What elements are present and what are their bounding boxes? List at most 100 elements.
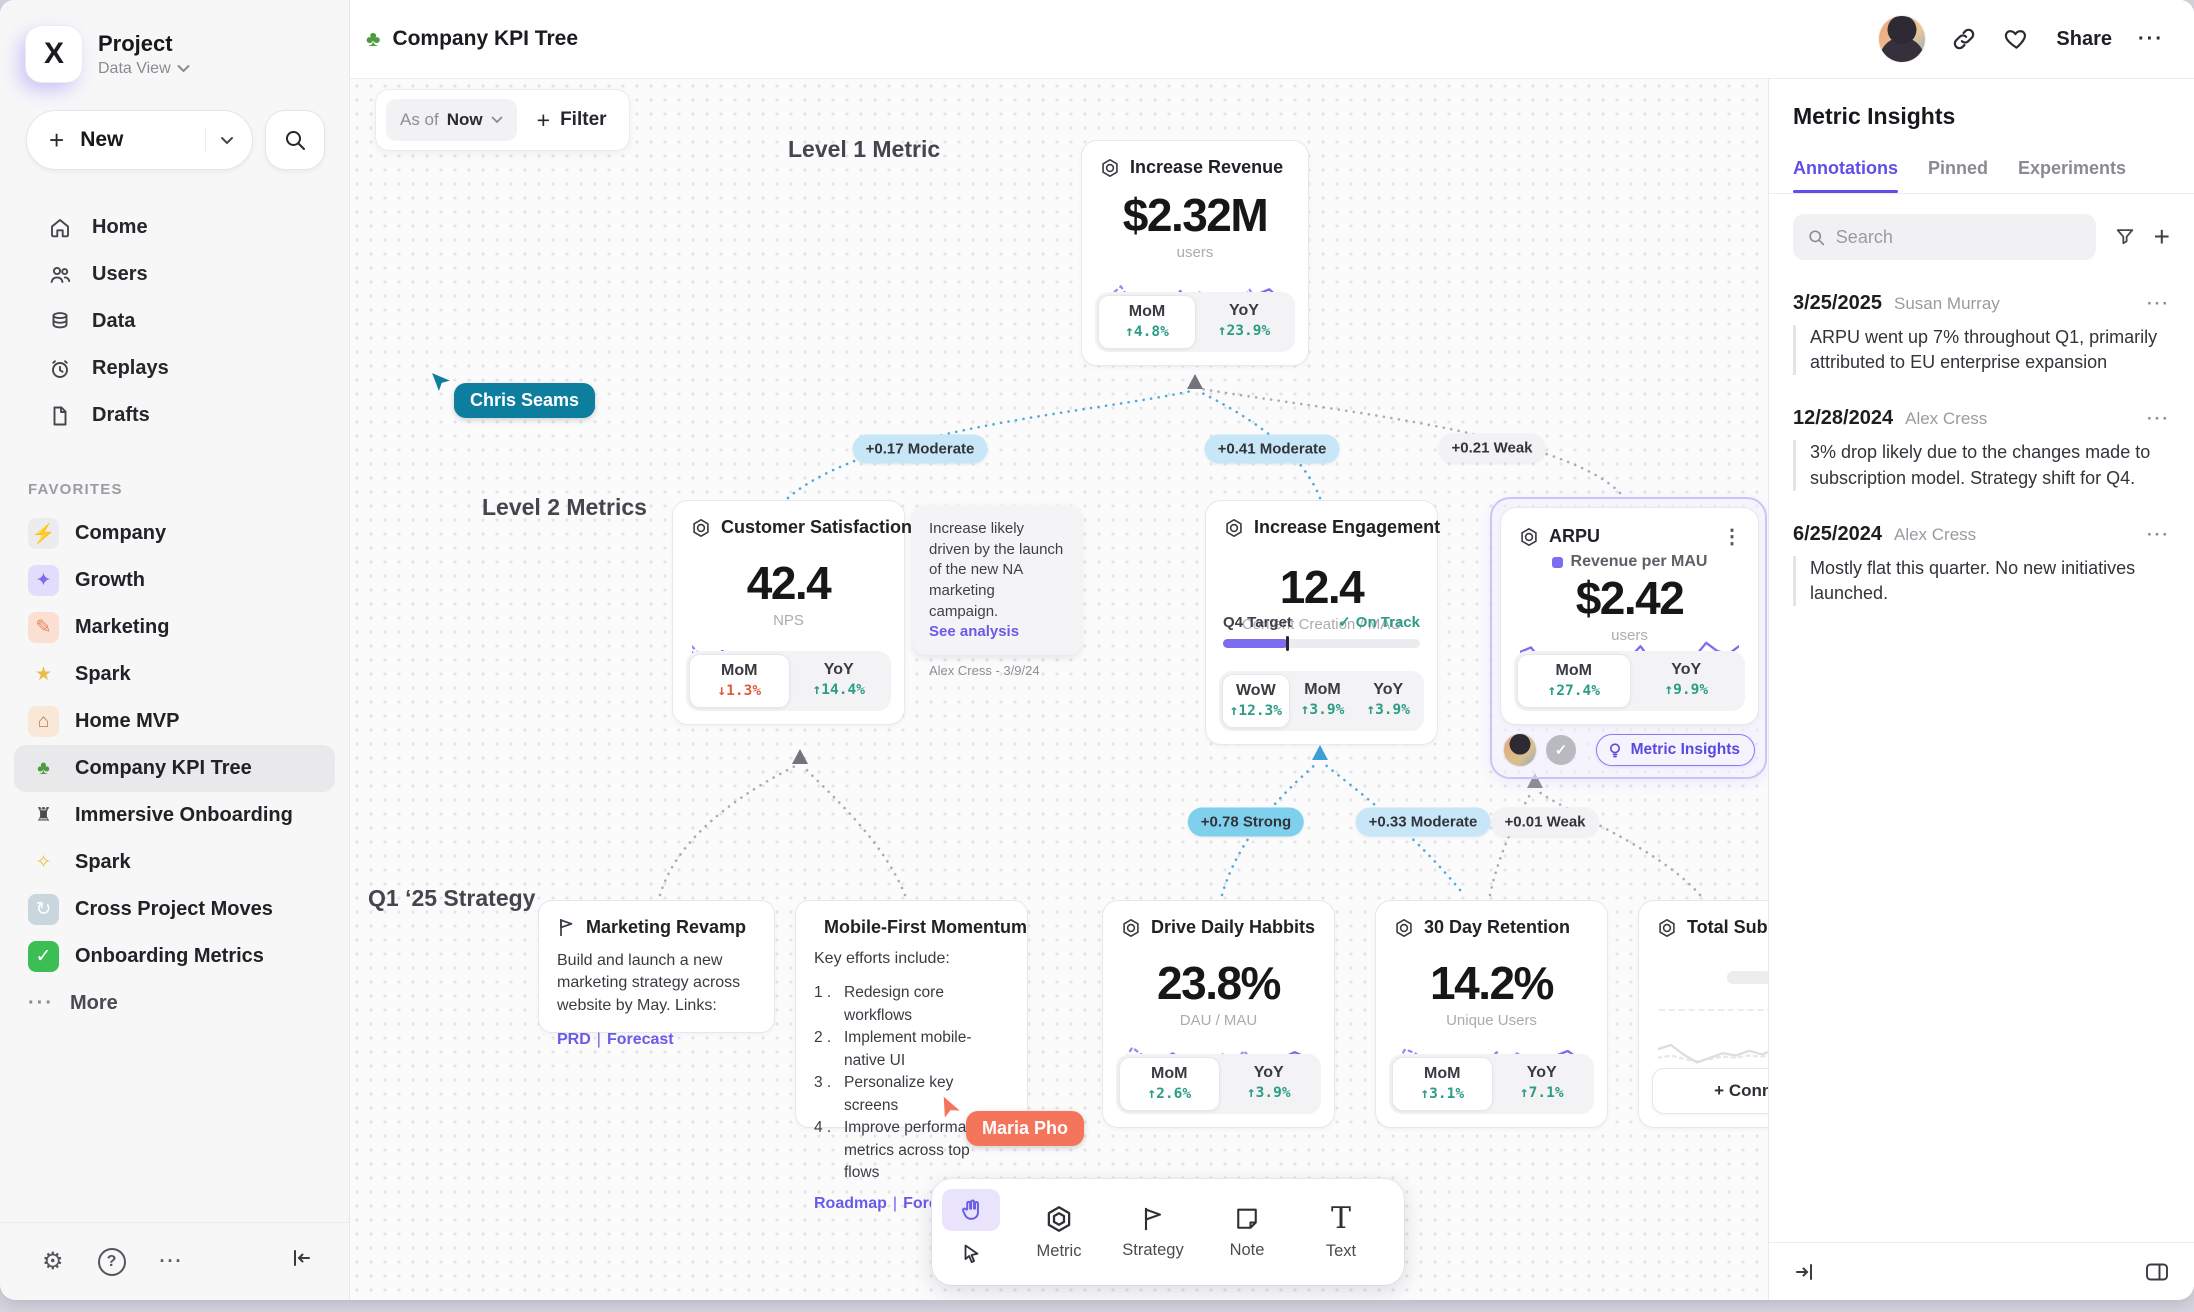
annotation-search[interactable] xyxy=(1793,214,2096,260)
metric-value: 14.2% xyxy=(1430,957,1554,1009)
stat-mom[interactable]: MoM ↑27.4% xyxy=(1517,654,1631,708)
metric-card-total-subscriptions[interactable]: Total Subscriptions + Connect xyxy=(1638,900,1768,1128)
prd-link[interactable]: PRD xyxy=(557,1031,591,1049)
connect-button[interactable]: + Connect xyxy=(1652,1068,1768,1114)
favorite-heart-icon[interactable] xyxy=(2003,26,2030,52)
metric-card-arpu[interactable]: ARPU ⋮ Revenue per MAU $2.42 users MoM ↑… xyxy=(1500,507,1759,725)
sidebar-item-drafts[interactable]: Drafts xyxy=(0,392,349,439)
edge-label[interactable]: +0.21 Weak xyxy=(1438,433,1546,463)
sidebar-item-cross-project-moves[interactable]: ↻ Cross Project Moves xyxy=(14,886,335,933)
stat-mom[interactable]: MoM ↓1.3% xyxy=(689,654,790,708)
metric-card-customer-satisfaction[interactable]: Customer Satisfaction 42.4 NPS MoM ↓1.3%… xyxy=(672,500,912,725)
search-input[interactable] xyxy=(1835,226,2082,248)
kpi-tree-canvas[interactable]: As of Now + Filter Level 1 Metric Level … xyxy=(350,79,1768,1300)
sidebar-item-home[interactable]: Home xyxy=(0,204,349,251)
annotation-menu-icon[interactable]: ··· xyxy=(2147,294,2170,313)
sidebar-item-replays[interactable]: Replays xyxy=(0,345,349,392)
metric-card-increase-engagement[interactable]: Increase Engagement 12.4 Content Creatio… xyxy=(1205,500,1440,745)
collapse-sidebar-icon[interactable] xyxy=(289,1246,313,1277)
settings-gear-icon[interactable]: ⚙ xyxy=(42,1248,64,1275)
stat-yoy[interactable]: YoY ↑3.9% xyxy=(1246,1064,1291,1101)
view-selector[interactable]: Data View xyxy=(98,60,190,78)
sidebar-item-onboarding-metrics[interactable]: ✓ Onboarding Metrics xyxy=(14,933,335,980)
copy-link-icon[interactable] xyxy=(1951,26,1977,52)
metric-card-arpu-selected[interactable]: ARPU ⋮ Revenue per MAU $2.42 users MoM ↑… xyxy=(1490,497,1767,779)
note-tool-icon xyxy=(1237,1208,1257,1229)
tool-text[interactable]: T Text xyxy=(1325,1200,1357,1260)
strategy-card-marketing-revamp[interactable]: Marketing Revamp Build and launch a new … xyxy=(538,900,775,1048)
add-annotation-icon[interactable]: + xyxy=(2153,221,2170,252)
edge-label[interactable]: +0.78 Strong xyxy=(1187,807,1305,837)
pan-hand-tool[interactable] xyxy=(942,1189,1000,1231)
annotation-item[interactable]: 3/25/2025 Susan Murray ··· ARPU went up … xyxy=(1793,292,2170,376)
stat-mom[interactable]: MoM ↑4.8% xyxy=(1098,295,1196,349)
roadmap-link[interactable]: Roadmap xyxy=(814,1194,887,1212)
user-avatar[interactable] xyxy=(1879,16,1926,62)
annotation-item[interactable]: 12/28/2024 Alex Cress ··· 3% drop likely… xyxy=(1793,407,2170,491)
train-icon: ♜ xyxy=(34,805,53,826)
stat-wow[interactable]: WoW ↑12.3% xyxy=(1222,674,1290,728)
stat-yoy[interactable]: YoY ↑23.9% xyxy=(1217,302,1271,339)
sidebar-item-immersive-onboarding[interactable]: ♜ Immersive Onboarding xyxy=(14,792,335,839)
search-button[interactable] xyxy=(265,110,325,170)
filter-funnel-icon[interactable] xyxy=(2114,226,2136,248)
chevron-down-icon[interactable] xyxy=(220,136,234,145)
edge-label[interactable]: +0.33 Moderate xyxy=(1355,807,1491,837)
stats-row: MoM ↑4.8% YoY ↑23.9% xyxy=(1095,292,1295,352)
stat-mom[interactable]: MoM ↑2.6% xyxy=(1119,1057,1220,1111)
sidebar-item-company-kpi-tree[interactable]: ♣ Company KPI Tree xyxy=(14,745,335,792)
sidebar-item-data[interactable]: Data xyxy=(0,298,349,345)
edge-label[interactable]: +0.01 Weak xyxy=(1491,807,1599,837)
project-switcher[interactable]: X Project Data View xyxy=(0,0,349,92)
more-options-icon[interactable]: ··· xyxy=(159,1251,184,1271)
stat-mom[interactable]: MoM ↑3.1% xyxy=(1392,1057,1493,1111)
forecast-link[interactable]: Forecast xyxy=(606,1031,674,1049)
annotation-menu-icon[interactable]: ··· xyxy=(2147,409,2170,429)
share-button[interactable]: Share xyxy=(2056,27,2113,50)
sidebar-item-spark-2[interactable]: ✧ Spark xyxy=(14,839,335,886)
strategy-card-mobile-first-momentum[interactable]: Mobile-First Momentum Key efforts includ… xyxy=(795,900,1028,1212)
as-of-selector[interactable]: As of Now xyxy=(386,99,517,141)
sidebar-item-marketing[interactable]: ✎ Marketing xyxy=(14,604,335,651)
tab-pinned[interactable]: Pinned xyxy=(1928,158,1989,178)
tab-experiments[interactable]: Experiments xyxy=(2018,158,2127,178)
sidebar-item-users[interactable]: Users xyxy=(0,251,349,298)
metric-icon xyxy=(1521,527,1537,546)
more-button[interactable]: ··· More xyxy=(28,991,118,1014)
tab-annotations[interactable]: Annotations xyxy=(1793,158,1898,193)
see-analysis-link[interactable]: See analysis xyxy=(929,623,1020,641)
panel-title: Metric Insights xyxy=(1793,103,1956,129)
help-icon[interactable]: ? xyxy=(97,1247,126,1276)
tool-metric[interactable]: Metric xyxy=(1012,1189,1106,1275)
metric-card-30-day-retention[interactable]: 30 Day Retention 14.2% Unique Users MoM … xyxy=(1375,900,1608,1128)
chevron-down-icon xyxy=(491,116,503,124)
sidebar-item-growth[interactable]: ✦ Growth xyxy=(14,557,335,604)
more-menu-icon[interactable]: ··· xyxy=(2138,27,2164,50)
filter-button[interactable]: + Filter xyxy=(536,106,607,133)
stat-yoy[interactable]: YoY ↑3.9% xyxy=(1366,681,1410,718)
annotation-menu-icon[interactable]: ··· xyxy=(2147,524,2170,544)
metric-insights-button[interactable]: Metric Insights xyxy=(1595,734,1755,766)
select-cursor-tool[interactable] xyxy=(942,1233,1000,1275)
card-menu-icon[interactable]: ⋮ xyxy=(1722,526,1742,548)
new-button[interactable]: + New xyxy=(26,110,253,170)
collapse-panel-icon[interactable] xyxy=(1793,1260,1817,1284)
stat-yoy[interactable]: YoY ↑7.1% xyxy=(1519,1064,1564,1101)
stat-mom[interactable]: MoM ↑3.9% xyxy=(1300,681,1345,718)
sidebar-item-spark[interactable]: ★ Spark xyxy=(14,651,335,698)
sidebar-item-home-mvp[interactable]: ⌂ Home MVP xyxy=(14,698,335,745)
tool-strategy[interactable]: Strategy xyxy=(1106,1189,1200,1275)
metric-card-increase-revenue[interactable]: Increase Revenue $2.32M users MoM ↑4.8% … xyxy=(1081,140,1309,366)
stat-yoy[interactable]: YoY ↑9.9% xyxy=(1664,661,1709,698)
annotation-item[interactable]: 6/25/2024 Alex Cress ··· Mostly flat thi… xyxy=(1793,523,2170,607)
analysis-note[interactable]: Increase likely driven by the launch of … xyxy=(913,505,1081,678)
metric-card-drive-daily-habits[interactable]: Drive Daily Habbits 23.8% DAU / MAU MoM … xyxy=(1102,900,1335,1128)
sidebar-item-company[interactable]: ⚡ Company xyxy=(14,510,335,557)
tool-note[interactable]: Note xyxy=(1200,1189,1294,1275)
edge-label[interactable]: +0.17 Moderate xyxy=(852,434,988,464)
edge-label[interactable]: +0.41 Moderate xyxy=(1204,434,1340,464)
sidebar-item-label: Drafts xyxy=(92,404,150,426)
split-view-icon[interactable] xyxy=(2144,1260,2170,1284)
arrow-cycle-icon: ↻ xyxy=(28,894,59,925)
stat-yoy[interactable]: YoY ↑14.4% xyxy=(812,661,865,698)
